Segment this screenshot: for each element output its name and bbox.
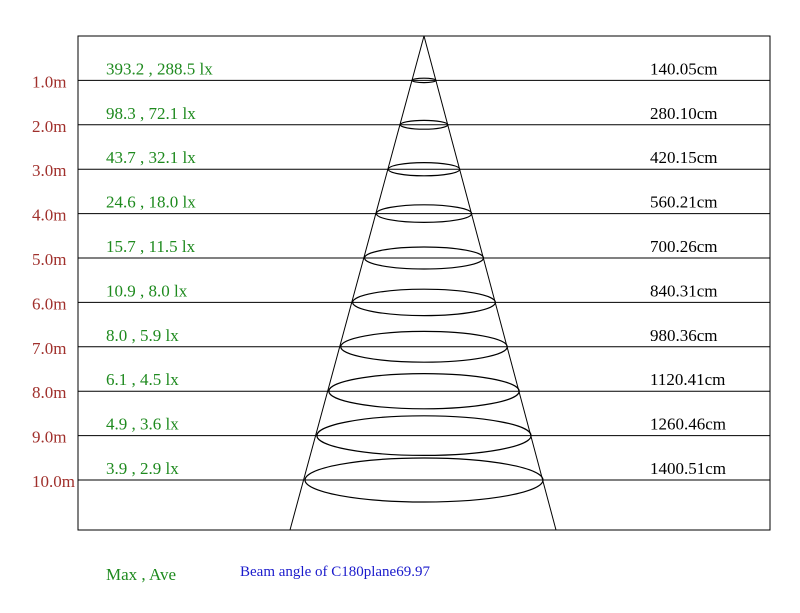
- distance-label: 9.0m: [32, 428, 66, 447]
- distance-label: 1.0m: [32, 72, 66, 91]
- legend: Max , Ave: [106, 565, 176, 584]
- lux-label: 3.9 , 2.9 lx: [106, 459, 179, 478]
- distance-label: 4.0m: [32, 206, 66, 225]
- diameter-label: 1260.46cm: [650, 415, 726, 434]
- distance-label: 2.0m: [32, 117, 66, 136]
- beam-ellipse: [411, 77, 437, 84]
- beam-ellipse: [328, 373, 520, 410]
- beam-ellipse: [387, 161, 461, 177]
- diameter-label: 560.21cm: [650, 193, 718, 212]
- distance-label: 3.0m: [32, 161, 66, 180]
- diameter-label: 1120.41cm: [650, 370, 725, 389]
- lux-label: 15.7 , 11.5 lx: [106, 237, 196, 256]
- cone-edge: [423, 35, 557, 531]
- beam-ellipse: [375, 204, 473, 224]
- beam-ellipse: [316, 415, 532, 457]
- beam-ellipse: [340, 330, 508, 363]
- lux-label: 393.2 , 288.5 lx: [106, 59, 213, 78]
- diameter-label: 280.10cm: [650, 104, 718, 123]
- cone-edge: [289, 35, 425, 531]
- diameter-label: 980.36cm: [650, 326, 718, 345]
- beam-ellipse: [352, 288, 497, 317]
- beam-angle-note: Beam angle of C180plane69.97: [240, 564, 430, 580]
- distance-label: 5.0m: [32, 250, 66, 269]
- diameter-label: 1400.51cm: [650, 459, 726, 478]
- distance-label: 10.0m: [32, 472, 75, 491]
- lux-label: 6.1 , 4.5 lx: [106, 370, 179, 389]
- distance-label: 8.0m: [32, 383, 66, 402]
- lux-label: 8.0 , 5.9 lx: [106, 326, 179, 345]
- beam-ellipse: [363, 246, 485, 270]
- diameter-label: 840.31cm: [650, 281, 718, 300]
- lux-label: 43.7 , 32.1 lx: [106, 148, 196, 167]
- diameter-label: 420.15cm: [650, 148, 718, 167]
- lux-label: 4.9 , 3.6 lx: [106, 415, 179, 434]
- lux-label: 24.6 , 18.0 lx: [106, 193, 196, 212]
- lux-label: 10.9 , 8.0 lx: [106, 281, 188, 300]
- beam-ellipse: [399, 119, 449, 130]
- lux-label: 98.3 , 72.1 lx: [106, 104, 196, 123]
- distance-label: 7.0m: [32, 339, 66, 358]
- diameter-label: 140.05cm: [650, 59, 718, 78]
- beam-ellipse: [304, 457, 544, 503]
- distance-label: 6.0m: [32, 294, 66, 313]
- diameter-label: 700.26cm: [650, 237, 718, 256]
